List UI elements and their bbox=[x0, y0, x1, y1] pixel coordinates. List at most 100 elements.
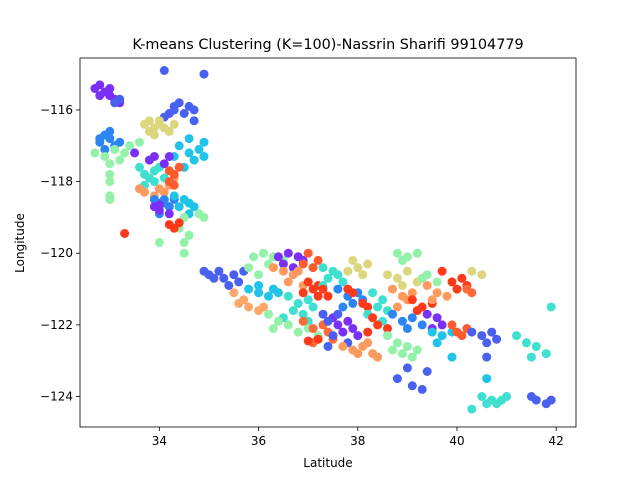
data-point bbox=[392, 374, 402, 384]
data-point bbox=[244, 302, 254, 312]
data-point bbox=[392, 302, 402, 312]
data-point bbox=[422, 281, 432, 290]
data-point bbox=[169, 191, 179, 201]
data-point bbox=[397, 316, 407, 326]
data-point bbox=[254, 270, 264, 280]
data-point bbox=[313, 291, 323, 301]
data-point bbox=[189, 202, 199, 212]
data-point bbox=[199, 69, 209, 79]
data-point bbox=[164, 152, 174, 161]
data-point bbox=[383, 324, 392, 333]
data-point bbox=[348, 288, 358, 298]
data-point bbox=[477, 392, 487, 401]
data-point bbox=[323, 273, 333, 283]
data-point bbox=[159, 159, 169, 169]
data-point bbox=[244, 284, 254, 294]
data-point bbox=[412, 345, 422, 355]
data-point bbox=[407, 352, 417, 362]
data-point bbox=[293, 266, 303, 276]
data-point bbox=[293, 327, 303, 337]
data-point bbox=[268, 263, 278, 273]
data-point bbox=[283, 291, 293, 301]
data-point bbox=[149, 152, 159, 161]
data-point bbox=[447, 352, 457, 362]
x-tick-label: 38 bbox=[350, 434, 365, 448]
data-point bbox=[189, 116, 199, 126]
data-point bbox=[169, 119, 179, 129]
data-point bbox=[278, 266, 288, 276]
data-point bbox=[268, 324, 278, 333]
data-point bbox=[179, 109, 189, 118]
data-point bbox=[482, 338, 492, 348]
data-point bbox=[348, 255, 358, 265]
data-point bbox=[457, 331, 467, 341]
ticks-layer: 34 36 38 40 42 −116 −118 −120 −122 −124 bbox=[40, 103, 564, 448]
data-point bbox=[318, 284, 328, 294]
data-point bbox=[482, 374, 492, 384]
data-point bbox=[259, 248, 268, 258]
data-point bbox=[417, 384, 427, 394]
data-point bbox=[268, 284, 278, 294]
data-point bbox=[179, 238, 189, 247]
data-point bbox=[437, 331, 447, 341]
data-point bbox=[90, 148, 100, 158]
data-point bbox=[105, 177, 115, 187]
data-point bbox=[323, 291, 333, 301]
data-point bbox=[526, 352, 536, 362]
data-point bbox=[110, 144, 120, 154]
data-point bbox=[402, 363, 412, 373]
data-point bbox=[338, 302, 348, 312]
data-point bbox=[323, 316, 333, 326]
data-point bbox=[214, 266, 224, 276]
data-point bbox=[407, 313, 417, 323]
data-point bbox=[303, 336, 313, 346]
data-point bbox=[412, 306, 422, 316]
data-point bbox=[402, 266, 412, 276]
data-point bbox=[363, 338, 373, 348]
data-point bbox=[120, 148, 130, 158]
data-point bbox=[477, 331, 487, 341]
data-point bbox=[313, 255, 323, 265]
data-point bbox=[244, 263, 254, 273]
y-tick-label: −120 bbox=[40, 246, 73, 260]
data-point bbox=[318, 309, 328, 319]
data-point bbox=[149, 177, 159, 187]
data-point bbox=[174, 141, 184, 151]
data-point bbox=[224, 281, 234, 290]
data-point bbox=[288, 306, 298, 316]
data-point bbox=[293, 298, 303, 308]
data-point bbox=[348, 324, 358, 333]
data-point bbox=[154, 200, 164, 210]
data-point bbox=[512, 331, 521, 341]
data-point bbox=[308, 302, 318, 312]
data-point bbox=[105, 169, 115, 179]
data-point bbox=[397, 281, 407, 290]
data-point bbox=[487, 327, 497, 337]
data-point bbox=[353, 349, 363, 359]
data-point bbox=[388, 284, 397, 294]
data-point bbox=[303, 248, 313, 258]
data-point bbox=[234, 277, 244, 287]
data-point bbox=[140, 187, 149, 197]
data-point bbox=[502, 392, 512, 401]
data-point bbox=[120, 229, 130, 238]
data-point bbox=[392, 338, 402, 348]
data-point bbox=[174, 162, 184, 172]
data-point bbox=[452, 284, 462, 294]
data-point bbox=[105, 126, 115, 136]
data-point bbox=[135, 162, 144, 172]
data-point bbox=[273, 252, 283, 262]
data-point bbox=[358, 270, 368, 280]
data-point bbox=[333, 320, 343, 330]
data-point bbox=[174, 218, 184, 228]
data-point bbox=[333, 309, 343, 319]
data-point bbox=[343, 316, 353, 326]
data-point bbox=[105, 134, 115, 144]
data-point bbox=[184, 230, 194, 240]
data-point bbox=[303, 277, 313, 287]
data-point bbox=[531, 395, 541, 405]
data-point bbox=[303, 295, 313, 305]
data-point bbox=[169, 169, 179, 179]
